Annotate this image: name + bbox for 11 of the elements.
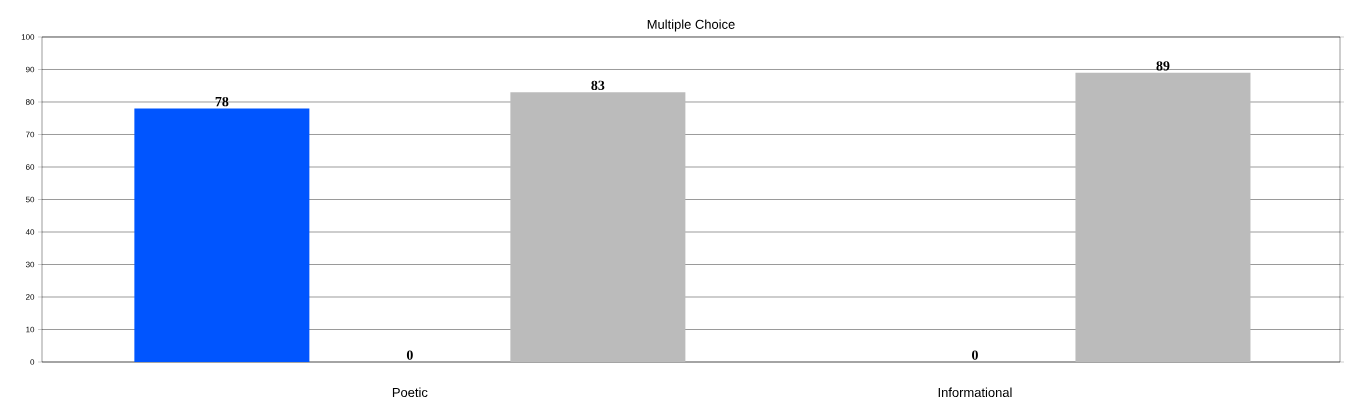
bar bbox=[134, 108, 310, 362]
x-tick-label: Poetic bbox=[392, 387, 428, 398]
bar bbox=[510, 92, 686, 362]
x-tick-label: Informational bbox=[938, 387, 1012, 398]
data-label: 0 bbox=[972, 350, 978, 360]
data-label: 83 bbox=[591, 80, 605, 91]
data-label: 0 bbox=[406, 350, 413, 360]
chart-title: Multiple Choice bbox=[647, 19, 735, 32]
data-label: 78 bbox=[215, 96, 229, 107]
data-label: 89 bbox=[1156, 61, 1170, 71]
bar bbox=[1075, 72, 1251, 362]
